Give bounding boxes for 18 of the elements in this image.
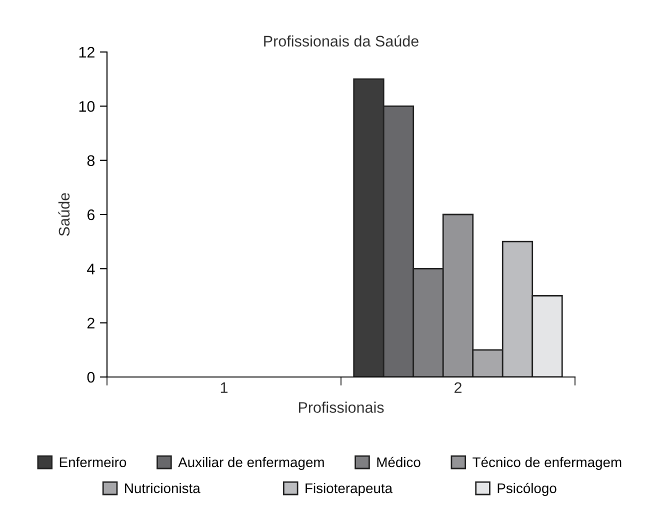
y-tick-label: 6: [87, 209, 95, 220]
x-tick-label: 1: [220, 382, 228, 393]
x-axis-title: Profissionais: [298, 402, 384, 413]
y-tick-label: 10: [79, 101, 95, 112]
legend-label: Fisioterapeuta: [306, 482, 393, 496]
y-tick-label: 2: [87, 318, 94, 328]
y-tick-label: 8: [87, 155, 95, 166]
legend-label: Nutricionista: [125, 482, 200, 494]
legend-label: Enfermeiro: [60, 456, 126, 468]
legend-label: Técnico de enfermagem: [472, 456, 622, 470]
y-tick-label: 4: [87, 264, 95, 274]
y-tick-label: 0: [87, 372, 95, 383]
y-tick-label: 12: [79, 46, 94, 58]
chart-title: Profissionais da Saúde: [264, 35, 418, 47]
legend-label: Psicólogo: [498, 482, 556, 496]
legend-label: Auxiliar de enfermagem: [178, 456, 324, 470]
y-axis-title: Saúde: [58, 193, 70, 236]
legend-label: Médico: [377, 456, 420, 468]
